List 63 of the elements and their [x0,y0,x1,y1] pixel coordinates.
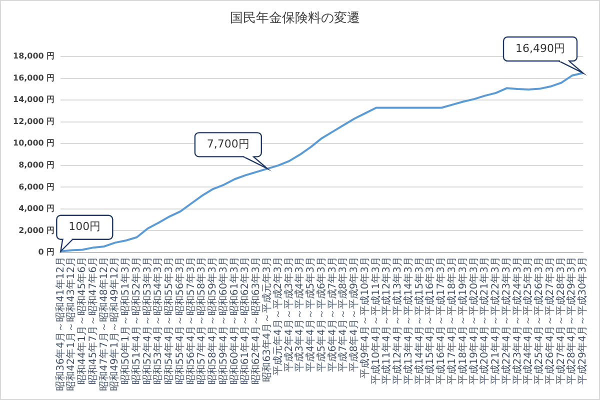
x-tick-label: 昭和44年1月～昭和45年6月 [76,256,88,385]
x-tick-label: 平成4年4月～平成5年3月 [304,256,317,372]
x-tick-label: 平成28年4月～平成29年3月 [566,256,578,385]
x-tick-label: 昭和63年4月～平成元年3月 [261,256,274,382]
x-tick-label: 平成2年4月～平成3年3月 [282,256,295,372]
x-tick-label: 平成21年4月～平成22年3月 [490,256,502,385]
annotation: 7,700円 [206,138,250,151]
x-tick-label: 昭和45年7月～昭和47年6月 [86,256,99,385]
x-tick-label: 平成9年4月～平成10年3月 [358,256,371,378]
x-tick-label: 平成23年4月～平成24年3月 [511,256,524,385]
x-tick-label: 昭和57年4月～昭和58年3月 [196,256,208,385]
x-tick-label: 平成20年4月～平成21年3月 [478,256,491,385]
y-tick-label: 4,000 円 [18,204,55,214]
x-tick-label: 昭和49年1月～昭和49年12月 [108,256,121,392]
x-tick-label: 平成15年4月～平成16年3月 [424,256,436,385]
x-tick-label: 平成10年4月～平成11年3月 [370,256,382,385]
x-tick-label: 昭和54年4月～昭和55年3月 [163,256,176,385]
x-tick-label: 昭和56年4月～昭和57年3月 [184,256,197,385]
y-tick-label: 8,000 円 [18,160,55,170]
y-tick-label: 14,000 円 [13,95,55,104]
annotation: 16,490円 [516,42,566,55]
x-tick-label: 平成3年4月～平成4年3月 [294,256,306,372]
x-tick-label: 平成18年4月～平成19年3月 [456,256,469,385]
x-tick-label: 平成17年4月～平成18年3月 [446,256,458,385]
x-tick-label: 平成元年4月～平成2年3月 [272,256,284,376]
y-tick-label: 6,000 円 [18,182,55,192]
annotation: 100円 [68,220,101,234]
x-tick-label: 平成24年4月～平成25年3月 [522,256,534,385]
x-tick-label: 昭和58年4月～昭和59年3月 [206,256,219,385]
y-tick-label: 12,000 円 [13,116,55,126]
x-tick-label: 平成8年4月～平成9年3月 [348,256,360,372]
x-tick-label: 昭和53年4月～昭和54年3月 [152,256,164,385]
x-tick-label: 平成25年4月～平成26年3月 [533,256,546,385]
x-tick-label: 昭和60年4月～昭和61年3月 [228,256,240,385]
x-tick-label: 平成11年4月～平成12年3月 [380,256,393,385]
x-tick-label: 平成26年4月～平成27年3月 [544,256,556,385]
y-tick-label: 16,000 円 [13,73,55,82]
x-tick-label: 平成29年4月～平成30年3月 [576,256,589,385]
y-tick-label: 18,000 円 [13,52,55,61]
x-tick-label: 昭和52年4月～昭和53年3月 [141,256,154,385]
x-tick-label: 昭和62年4月～昭和63年3月 [250,256,262,385]
x-tick-label: 平成27年4月～平成28年3月 [554,256,567,385]
x-tick-label: 平成16年4月～平成17年3月 [435,256,448,385]
x-tick-label: 昭和61年4月～昭和62年3月 [239,256,252,385]
x-tick-label: 平成13年4月～平成14年3月 [402,256,414,385]
x-tick-label: 昭和36年4月～昭和41年12月 [54,256,66,392]
x-tick-label: 昭和50年1月～昭和51年3月 [120,256,132,385]
x-tick-label: 昭和42年1月～昭和43年12月 [65,256,78,392]
x-tick-label: 昭和51年4月～昭和52年3月 [130,256,142,385]
x-tick-label: 昭和47年7月～昭和48年12月 [98,256,110,392]
x-tick-label: 平成12年4月～平成13年3月 [392,256,404,385]
x-tick-label: 平成6年4月～平成7年3月 [326,256,338,372]
x-tick-label: 平成22年4月～平成23年3月 [500,256,512,385]
x-tick-label: 平成5年4月～平成6年3月 [315,256,328,372]
chart-title: 国民年金保険料の変遷 [230,10,360,26]
y-tick-label: 0 円 [38,248,55,257]
x-tick-label: 平成19年4月～平成20年3月 [468,256,480,385]
y-tick-label: 2,000 円 [18,226,55,235]
x-tick-label: 平成7年4月～平成8年3月 [337,256,350,372]
x-tick-label: 昭和59年4月～昭和60年3月 [217,256,230,385]
x-tick-label: 昭和55年4月～昭和56年3月 [174,256,186,385]
y-tick-label: 10,000 円 [13,138,55,148]
x-tick-label: 平成14年4月～平成15年3月 [413,256,426,385]
